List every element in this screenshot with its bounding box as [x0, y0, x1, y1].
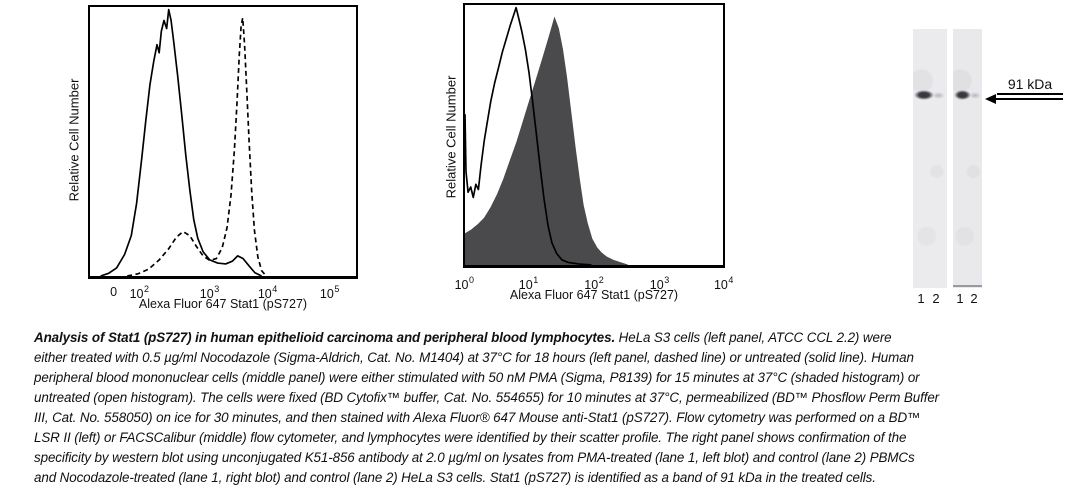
figure-caption: Analysis of Stat1 (pS727) in human epith…	[34, 328, 1064, 488]
y-axis-label: Relative Cell Number	[66, 78, 82, 202]
x-tick-label: 103	[199, 284, 220, 302]
histogram-svg	[100, 8, 267, 276]
blot-band-faint	[969, 92, 981, 99]
flow-histogram-middle-panel: Relative Cell Number 100 101 102 103 104 Ale…	[425, 0, 743, 315]
x-tick-label: 0	[110, 285, 118, 299]
flow-histogram-left-panel: Relative Cell Number 0 102 103 104 105 Alexa…	[55, 0, 373, 315]
shaded-histogram	[465, 16, 628, 265]
caption-line: Analysis of Stat1 (pS727) in human epith…	[34, 330, 892, 345]
lane-label: 1	[917, 291, 925, 306]
blot-band-strong	[954, 90, 971, 100]
caption-line: specificity by western blot using unconj…	[34, 450, 915, 465]
blot-band-strong	[914, 90, 934, 100]
caption-line: either treated with 0.5 µg/ml Nocodazole…	[34, 350, 914, 365]
solid-histogram-curve	[465, 6, 592, 265]
western-blot-strip-left	[913, 29, 947, 288]
caption-line: peripheral blood mononuclear cells (midd…	[34, 370, 920, 385]
x-tick-label: 100	[454, 275, 475, 293]
x-tick-label: 105	[319, 284, 340, 302]
x-tick-label: 104	[257, 284, 278, 302]
band-arrow-shaft	[995, 98, 1063, 100]
x-tick-label: 103	[649, 275, 670, 293]
molecular-weight-label: 91 kDa	[997, 76, 1063, 95]
plot-area	[88, 5, 358, 279]
caption-line: and Nocodazole-treated (lane 1, right bl…	[34, 470, 876, 485]
caption-line: LSR II (left) or FACSCalibur (middle) fl…	[34, 430, 907, 445]
x-tick-label: 102	[129, 284, 150, 302]
x-tick-label: 102	[584, 275, 604, 293]
plot-area	[463, 3, 725, 268]
middle-x-ticks: 100 101 102 103 104	[455, 275, 734, 294]
x-tick-label: 104	[713, 275, 734, 293]
dashed-histogram-curve	[127, 16, 267, 276]
lane-label: 1	[956, 291, 964, 306]
x-axis-label: Alexa Fluor 647 Stat1 (pS727)	[138, 297, 308, 311]
lane-label: 2	[970, 291, 978, 306]
western-blot-panel: 91 kDa 1 2 1 2	[885, 0, 1068, 315]
x-axis-label: Alexa Fluor 647 Stat1 (pS727)	[509, 288, 679, 302]
histogram-svg	[465, 6, 628, 265]
left-x-ticks: 0 102 103 104 105	[88, 284, 358, 303]
caption-line: untreated (open histogram). The cells we…	[34, 390, 940, 405]
arrow-left-icon	[985, 94, 996, 104]
caption-line: III, Cat. No. 558050) on ice for 30 minu…	[34, 410, 921, 425]
blot-band-faint	[932, 92, 945, 99]
y-axis-label: Relative Cell Number	[443, 75, 459, 199]
western-blot-strip-right	[953, 29, 982, 288]
solid-histogram-curve	[100, 8, 262, 276]
lane-label: 2	[932, 291, 940, 306]
x-tick-label: 101	[518, 275, 539, 293]
